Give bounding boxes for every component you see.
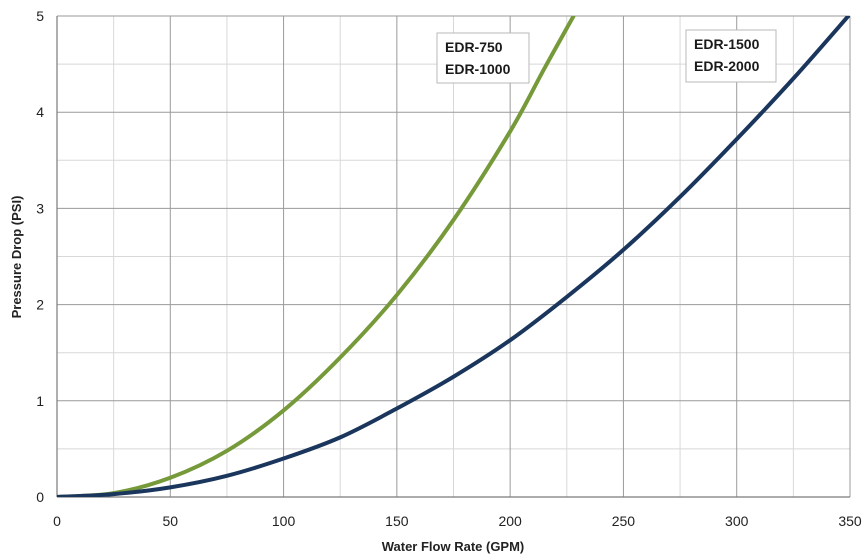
y-axis-title: Pressure Drop (PSI) [9,196,24,319]
x-tick-label: 100 [272,513,296,529]
x-tick-label: 150 [385,513,409,529]
y-tick-label: 1 [36,393,44,409]
y-tick-label: 2 [36,297,44,313]
x-tick-label: 200 [498,513,522,529]
tick-labels: 0 50 100 150 200 250 300 350 0 1 2 3 4 5 [36,8,862,529]
y-tick-label: 5 [36,8,44,24]
y-tick-label: 3 [36,200,44,216]
legend-layer: EDR-750 EDR-1000 EDR-1500 EDR-2000 [436,29,777,84]
x-tick-label: 350 [838,513,862,529]
x-tick-label: 250 [612,513,636,529]
x-tick-label: 300 [725,513,749,529]
series-line-2 [57,16,850,497]
y-tick-label: 4 [36,104,44,120]
series-label-box-2 [685,29,777,83]
series-layer [57,16,850,497]
y-tick-label: 0 [36,489,44,505]
series-label-1-line-2: EDR-1000 [445,61,511,77]
minor-gridlines [57,16,850,497]
x-axis-title: Water Flow Rate (GPM) [382,539,525,554]
series-line-1 [57,16,576,497]
axes [56,16,850,498]
series-label-box-1 [436,32,530,84]
series-label-2-line-2: EDR-2000 [694,58,760,74]
x-tick-label: 50 [162,513,178,529]
series-label-1-line-1: EDR-750 [445,39,503,55]
series-label-2-line-1: EDR-1500 [694,36,760,52]
x-tick-label: 0 [53,513,61,529]
